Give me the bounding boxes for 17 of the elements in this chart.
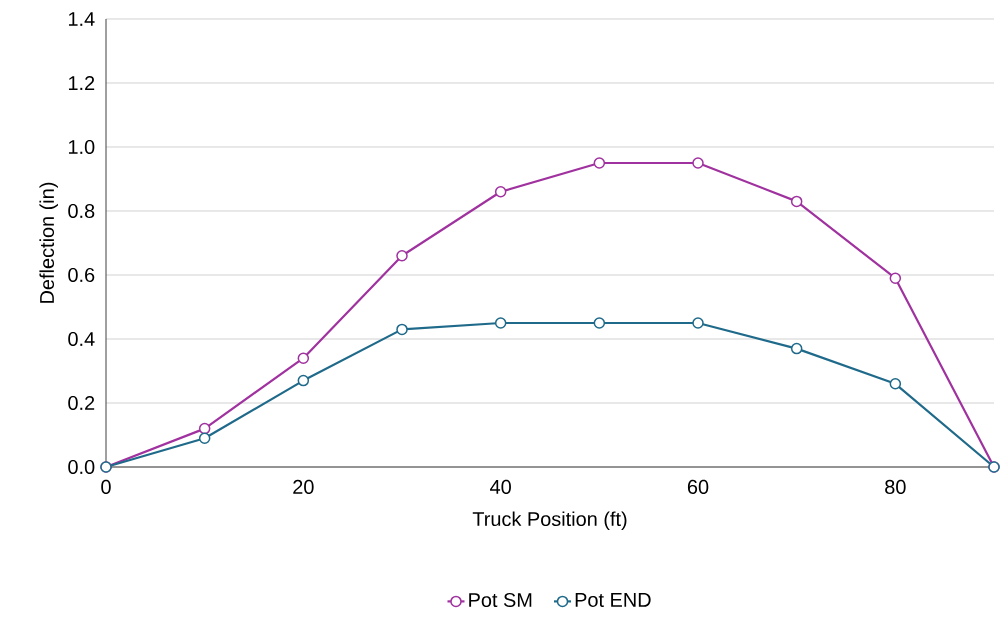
- y-tick-label: 0.2: [68, 395, 95, 411]
- y-tick-label: 0.4: [68, 331, 95, 347]
- legend-label: Pot END: [575, 593, 651, 607]
- legend-label: Pot SM: [469, 592, 532, 608]
- x-tick-label: 80: [885, 479, 906, 494]
- y-axis-title: Deflection (in): [39, 182, 58, 303]
- y-tick-label: 1.4: [68, 12, 95, 26]
- x-axis-title: Truck Position (ft): [472, 511, 627, 530]
- x-tick-label: 0: [101, 479, 111, 494]
- y-tick-label: 1.2: [68, 76, 95, 90]
- y-tick-label: 0.0: [68, 459, 95, 475]
- y-tick-label: 0.6: [68, 267, 95, 283]
- x-tick-label: 40: [490, 479, 511, 494]
- x-tick-label: 60: [687, 479, 709, 494]
- y-tick-label: 1.0: [68, 139, 95, 155]
- y-tick-label: 0.8: [68, 203, 95, 219]
- x-tick-label: 20: [293, 479, 314, 494]
